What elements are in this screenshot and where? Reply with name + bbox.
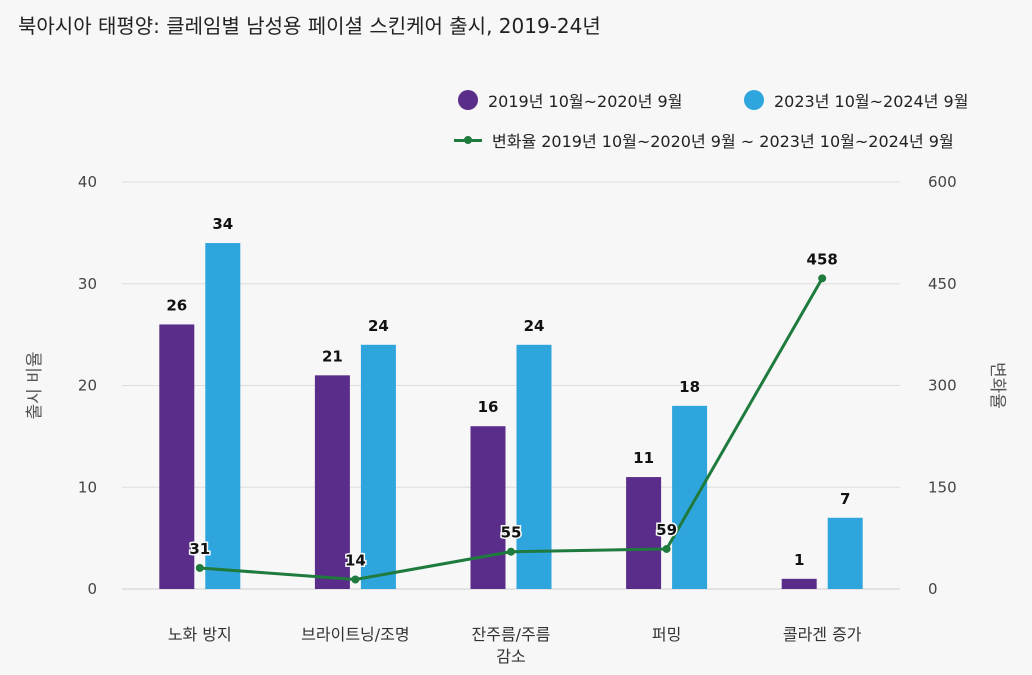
y-tick-label: 0: [87, 580, 97, 598]
x-tick-label: 감소: [496, 647, 525, 666]
y2-axis-title: 변화율: [987, 362, 1007, 409]
x-tick-label: 브라이트닝/조명: [301, 625, 409, 644]
line-point: [662, 544, 671, 553]
bar-series2: [516, 344, 552, 589]
y2-tick-label: 0: [928, 580, 938, 598]
legend-label-series1: 2019년 10월~2020년 9월: [488, 92, 683, 111]
data-label-line: 59: [656, 521, 677, 539]
line-point: [818, 274, 827, 283]
x-tick-label: 잔주름/주름: [472, 625, 551, 644]
chart-title: 북아시아 태평양: 클레임별 남성용 페이셜 스킨케어 출시, 2019-24년: [18, 14, 601, 38]
data-label-line: 31: [189, 540, 210, 558]
bar-series2: [827, 517, 863, 589]
legend-series2: 2023년 10월~2024년 9월: [744, 88, 968, 112]
data-label-line: 458: [807, 250, 838, 268]
y-tick-label: 40: [78, 173, 97, 191]
data-label-series1: 1: [794, 551, 804, 569]
line-point: [507, 547, 515, 556]
y2-tick-label: 600: [928, 173, 957, 191]
data-label-series2: 7: [840, 490, 850, 508]
legend-series1: 2019년 10월~2020년 9월: [458, 88, 682, 112]
data-label-series1: 26: [166, 296, 187, 314]
data-label-series2: 34: [212, 215, 233, 233]
y2-tick-label: 300: [928, 377, 957, 395]
legend-swatch-series2: [744, 90, 764, 110]
legend-swatch-series1: [458, 90, 478, 110]
y-axis-title: 출시 비율: [25, 352, 45, 420]
data-label-series2: 24: [368, 317, 389, 335]
legend-label-series2: 2023년 10월~2024년 9월: [774, 92, 969, 111]
bar-series2: [360, 344, 396, 589]
y2-tick-label: 150: [928, 478, 957, 496]
bar-series1: [159, 324, 195, 589]
x-tick-label: 콜라겐 증가: [783, 625, 862, 644]
y-tick-label: 30: [78, 275, 97, 293]
x-tick-label: 노화 방지: [168, 625, 232, 644]
line-point: [351, 575, 360, 584]
data-label-series2: 24: [524, 317, 545, 335]
y2-tick-label: 450: [928, 275, 957, 293]
legend-swatch-line: [454, 130, 482, 150]
bar-series1: [781, 578, 817, 589]
data-label-line: 14: [345, 552, 366, 570]
bar-series2: [672, 405, 708, 589]
legend-line: 변화율 2019년 10월~2020년 9월 ~ 2023년 10월~2024년…: [454, 128, 954, 152]
y-tick-label: 20: [78, 377, 97, 395]
bar-series2: [205, 243, 241, 590]
bar-series1: [314, 375, 350, 589]
data-label-series1: 21: [322, 347, 343, 365]
bar-series1: [470, 426, 506, 589]
x-tick-label: 퍼밍: [652, 625, 681, 644]
y-tick-label: 10: [78, 478, 97, 496]
data-label-series1: 16: [478, 398, 499, 416]
line-point: [195, 563, 204, 572]
data-label-series1: 11: [633, 449, 654, 467]
data-label-series2: 18: [679, 378, 700, 396]
legend-label-line: 변화율 2019년 10월~2020년 9월 ~ 2023년 10월~2024년…: [492, 132, 954, 151]
data-label-line: 55: [501, 524, 522, 542]
bar-series1: [626, 477, 662, 589]
